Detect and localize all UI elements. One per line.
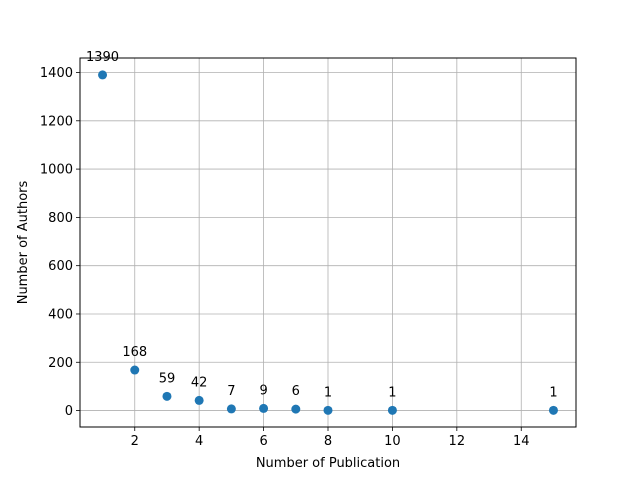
data-point-label: 1: [549, 385, 557, 400]
y-tick-label: 400: [48, 307, 73, 322]
y-tick-label: 1200: [40, 114, 73, 129]
grid-lines: [80, 58, 576, 427]
y-tick-label: 1400: [40, 66, 73, 81]
y-tick-label: 600: [48, 259, 73, 274]
data-point: [162, 391, 172, 401]
x-axis-ticks: 2 4 6 8 10 12 14: [131, 427, 530, 449]
data-labels: 1390 168 59 42 7 9 6 1 1 1: [86, 50, 558, 400]
data-point-label: 59: [159, 371, 176, 386]
y-tick-label: 200: [48, 356, 73, 371]
data-point-label: 42: [191, 375, 208, 390]
data-point: [291, 404, 301, 414]
data-point: [387, 405, 397, 415]
data-point: [226, 404, 236, 414]
y-tick-label: 0: [65, 404, 73, 419]
x-tick-label: 2: [131, 434, 139, 449]
data-points: [98, 70, 558, 415]
x-tick-label: 8: [324, 434, 332, 449]
data-point: [194, 395, 204, 405]
data-point-label: 168: [122, 345, 147, 360]
data-point-label: 6: [292, 384, 300, 399]
x-tick-label: 6: [259, 434, 267, 449]
y-tick-label: 1000: [40, 163, 73, 178]
data-point-label: 7: [227, 384, 235, 399]
x-tick-label: 4: [195, 434, 203, 449]
x-tick-label: 10: [384, 434, 401, 449]
data-point: [130, 365, 140, 375]
x-tick-label: 12: [449, 434, 466, 449]
data-point-label: 1: [324, 385, 332, 400]
data-point: [259, 403, 269, 413]
data-point-label: 9: [259, 383, 267, 398]
x-axis-label: Number of Publication: [256, 456, 400, 471]
y-axis-label: Number of Authors: [16, 180, 31, 304]
y-tick-label: 800: [48, 211, 73, 226]
y-axis-ticks: 0 200 400 600 800 1000 1200 1400: [40, 66, 80, 419]
data-point: [323, 405, 333, 415]
data-point-label: 1: [388, 385, 396, 400]
data-point: [548, 405, 558, 415]
x-tick-label: 14: [513, 434, 530, 449]
data-point-label: 1390: [86, 50, 119, 65]
data-point: [98, 70, 108, 80]
